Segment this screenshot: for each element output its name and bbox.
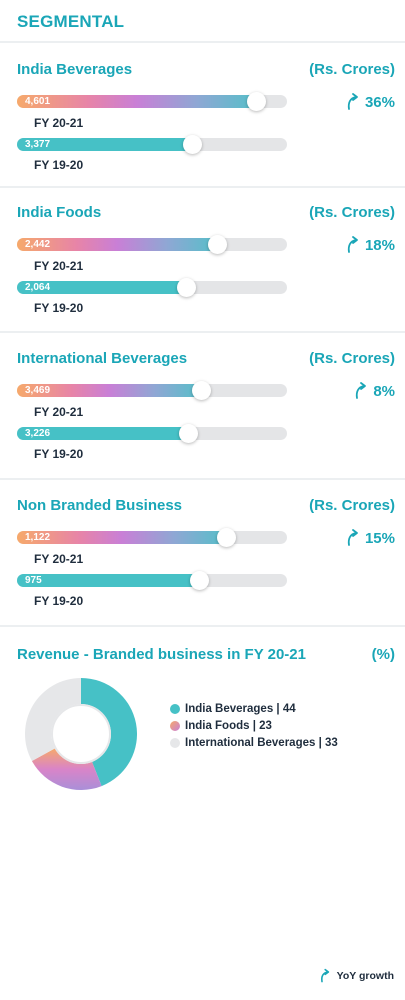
- page-title: SEGMENTAL: [17, 12, 125, 31]
- bar-track: 2,442: [17, 235, 287, 254]
- segment-title: Non Branded Business: [17, 497, 183, 514]
- bar-value-label: 4,601: [25, 96, 51, 107]
- divider: [0, 186, 405, 188]
- growth-indicator: 15%: [344, 527, 395, 549]
- bar-knob: [176, 278, 196, 297]
- bar-track: 3,226: [17, 424, 287, 443]
- bar-value-label: 1,122: [25, 532, 51, 543]
- legend-swatch: [170, 720, 180, 731]
- growth-value: 36%: [364, 93, 395, 111]
- donut-hole: [51, 704, 111, 764]
- growth-value: 15%: [364, 529, 395, 547]
- unit-label: (%): [371, 646, 395, 663]
- bar-fill-current: 1,122: [17, 531, 226, 544]
- unit-label: (Rs. Crores): [309, 350, 395, 367]
- legend-item: India Foods | 23: [170, 717, 338, 734]
- legend-item: India Beverages | 44: [170, 700, 338, 717]
- divider: [0, 478, 405, 480]
- category-label: FY 19-20: [34, 594, 84, 608]
- bar-value-label: 2,442: [25, 239, 51, 250]
- unit-label: (Rs. Crores): [309, 497, 395, 514]
- bar-track: 975: [17, 571, 287, 590]
- legend-swatch: [170, 737, 180, 748]
- unit-label: (Rs. Crores): [309, 61, 395, 78]
- bar-knob: [189, 571, 209, 590]
- bar-knob: [216, 528, 236, 547]
- chart-legend: India Beverages | 44 India Foods | 23 In…: [170, 700, 338, 751]
- bar-fill-current: 2,442: [17, 238, 217, 251]
- bar-value-label: 2,064: [25, 282, 51, 293]
- bar-fill-previous: 3,226: [17, 427, 188, 440]
- category-label: FY 19-20: [34, 158, 84, 172]
- bar-fill-previous: 975: [17, 574, 199, 587]
- bar-knob: [207, 235, 227, 254]
- bar-value-label: 975: [25, 575, 42, 586]
- page-header: SEGMENTAL: [0, 0, 405, 42]
- curved-up-arrow-icon: [356, 382, 367, 399]
- pie-slice-international-beverages: [25, 678, 82, 761]
- bar-track: 4,601: [17, 92, 287, 111]
- growth-indicator: 8%: [352, 380, 395, 402]
- category-label: FY 20-21: [34, 552, 84, 566]
- unit-label: (Rs. Crores): [309, 204, 395, 221]
- bar-knob: [191, 381, 211, 400]
- legend-swatch: [170, 703, 180, 714]
- curved-up-arrow-icon: [347, 93, 358, 110]
- revenue-donut-chart: [25, 678, 137, 790]
- bar-value-label: 3,377: [25, 139, 51, 150]
- bar-fill-current: 3,469: [17, 384, 201, 397]
- bar-track: 3,469: [17, 381, 287, 400]
- bar-knob: [178, 424, 198, 443]
- segment-title: India Beverages: [17, 61, 133, 78]
- revenue-chart-title: Revenue - Branded business in FY 20-21: [17, 646, 306, 663]
- legend-label: India Beverages | 44: [185, 702, 296, 715]
- bar-value-label: 3,469: [25, 385, 51, 396]
- pie-slice-india-foods: [31, 748, 102, 790]
- divider: [0, 625, 405, 627]
- divider: [0, 41, 405, 43]
- bar-fill-previous: 2,064: [17, 281, 186, 294]
- curved-up-arrow-icon: [320, 968, 329, 983]
- category-label: FY 19-20: [34, 447, 84, 461]
- bar-knob: [246, 92, 266, 111]
- bar-knob: [183, 135, 203, 154]
- legend-item: International Beverages | 33: [170, 734, 338, 751]
- legend-label: International Beverages | 33: [185, 736, 338, 749]
- footer-note: YoY growth: [318, 968, 394, 984]
- bar-track: 2,064: [17, 278, 287, 297]
- curved-up-arrow-icon: [347, 529, 358, 546]
- category-label: FY 20-21: [34, 259, 84, 273]
- category-label: FY 19-20: [34, 301, 84, 315]
- segment-title: India Foods: [17, 204, 102, 221]
- bar-fill-current: 4,601: [17, 95, 256, 108]
- legend-label: India Foods | 23: [185, 719, 272, 732]
- bar-track: 1,122: [17, 528, 287, 547]
- growth-value: 8%: [373, 382, 395, 400]
- bar-value-label: 3,226: [25, 428, 51, 439]
- footer-label: YoY growth: [336, 970, 394, 982]
- segment-title: International Beverages: [17, 350, 188, 367]
- growth-indicator: 18%: [344, 234, 395, 256]
- curved-up-arrow-icon: [347, 236, 358, 253]
- growth-value: 18%: [364, 236, 395, 254]
- pie-slice-india-beverages: [81, 678, 137, 787]
- bar-track: 3,377: [17, 135, 287, 154]
- growth-indicator: 36%: [344, 91, 395, 113]
- divider: [0, 331, 405, 333]
- bar-fill-previous: 3,377: [17, 138, 193, 151]
- category-label: FY 20-21: [34, 405, 84, 419]
- category-label: FY 20-21: [34, 116, 84, 130]
